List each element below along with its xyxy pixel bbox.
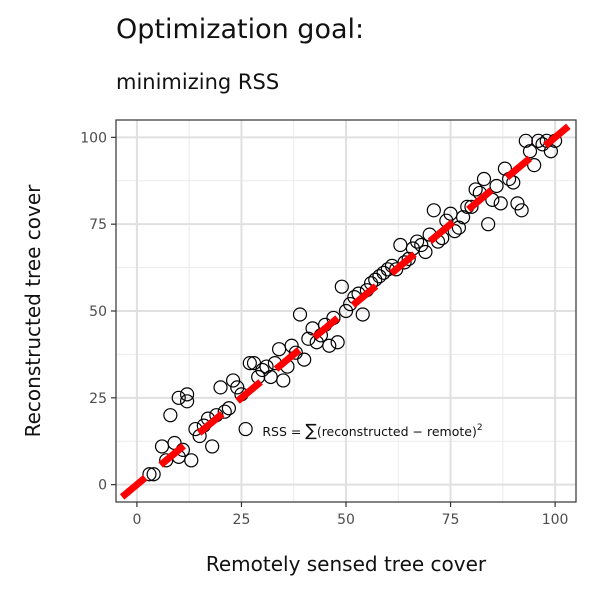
rss-sum-symbol: ∑ [305,421,317,441]
rss-prefix: RSS = [262,424,305,439]
data-point [146,467,161,482]
y-axis-title: Reconstructed tree cover [21,184,45,438]
data-point [276,373,291,388]
data-point [292,307,308,322]
y-tick-label: 100 [80,130,107,146]
x-tick-label: 75 [442,512,460,528]
data-point [518,133,533,148]
data-point [213,380,228,395]
data-point [409,234,425,249]
data-point [154,439,170,454]
data-point [271,342,287,357]
chart-subtitle: minimizing RSS [116,70,280,94]
y-axis-ticks: 0 25 50 75 100 [80,130,116,494]
data-point [372,269,387,284]
data-point [242,355,257,371]
data-point [481,217,496,232]
x-tick-label: 0 [132,512,141,528]
data-point [418,244,433,260]
data-point [389,262,404,277]
rss-superscript: 2 [477,423,483,433]
data-point [401,251,416,267]
data-point [527,158,542,173]
rss-formula: RSS = ∑(reconstructed − remote)2 [262,421,482,441]
data-point [263,369,278,385]
data-point [397,255,412,270]
x-tick-label: 100 [542,512,569,528]
data-point [230,380,245,395]
data-point [184,453,199,468]
data-point [238,421,253,437]
data-point [171,390,186,405]
data-point [522,144,538,159]
data-point [179,394,195,409]
data-point [288,345,303,360]
data-point [217,404,232,419]
rss-annotation: RSS = ∑(reconstructed − remote)2 [262,421,482,441]
data-point [334,279,349,294]
y-tick-label: 50 [89,304,107,320]
data-point [163,408,178,423]
data-point [368,272,383,287]
y-tick-label: 25 [89,391,107,407]
data-point [455,210,471,225]
data-point [221,401,237,416]
data-point [476,171,492,187]
rss-body: (reconstructed − remote) [317,424,477,439]
data-point [376,265,391,280]
data-point [338,303,354,319]
data-point [414,237,429,253]
data-point [330,335,345,350]
data-point [255,362,270,378]
x-tick-label: 50 [337,512,355,528]
data-point [489,178,504,194]
data-point [355,307,370,322]
x-axis-ticks: 0 25 50 75 100 [132,502,568,528]
data-point [179,387,195,402]
data-point [510,196,525,211]
data-point [493,196,508,211]
data-point [464,199,479,214]
data-point [259,359,274,374]
data-point [142,467,157,482]
data-point [426,203,441,218]
y-tick-label: 0 [98,478,107,494]
x-axis-title: Remotely sensed tree cover [206,552,487,576]
y-tick-label: 75 [89,217,107,233]
data-point [205,439,220,454]
data-point [393,237,408,253]
chart-title: Optimization goal: [116,14,365,45]
data-point [297,352,312,367]
data-point [451,220,467,235]
data-point [531,133,546,148]
data-point [225,373,241,388]
x-tick-label: 25 [233,512,251,528]
grid-lines [116,120,576,502]
data-point [322,338,337,353]
data-point [514,203,529,218]
data-point [468,182,483,197]
